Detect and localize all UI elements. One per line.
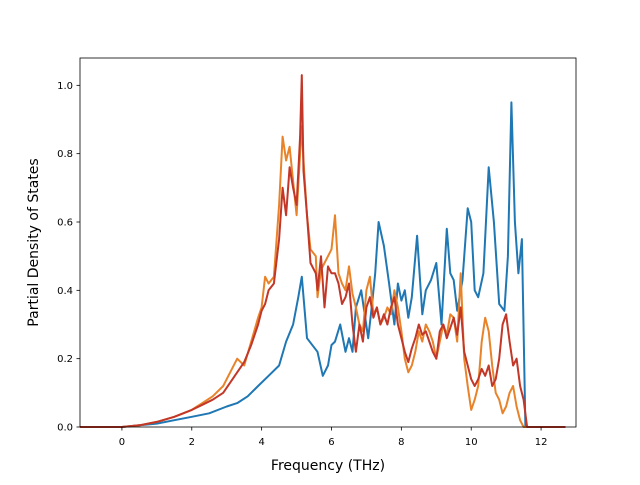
y-axis: 0.0 0.2 0.4 0.6 0.8 1.0 [57, 81, 80, 434]
series-line-1 [80, 125, 566, 428]
y-tick-label: 0.2 [57, 354, 73, 365]
x-tick-label: 10 [465, 437, 478, 448]
plot-frame [79, 57, 577, 428]
series-layer [80, 74, 566, 428]
series-line-0 [80, 101, 566, 428]
series-line-2 [80, 74, 566, 428]
x-tick-label: 12 [535, 437, 548, 448]
x-axis: 0 2 4 6 8 10 12 [119, 427, 548, 448]
y-tick-label: 0.4 [57, 286, 73, 297]
x-tick-label: 6 [328, 437, 334, 448]
y-tick-label: 0.0 [57, 423, 73, 434]
x-tick-label: 2 [189, 437, 195, 448]
x-tick-label: 0 [119, 437, 125, 448]
x-tick-label: 4 [258, 437, 264, 448]
y-tick-label: 0.6 [57, 218, 73, 229]
y-tick-label: 1.0 [57, 81, 73, 92]
x-tick-label: 8 [398, 437, 404, 448]
x-axis-label: Frequency (THz) [271, 458, 385, 474]
y-tick-label: 0.8 [57, 149, 73, 160]
y-axis-label: Partial Density of States [26, 158, 42, 326]
